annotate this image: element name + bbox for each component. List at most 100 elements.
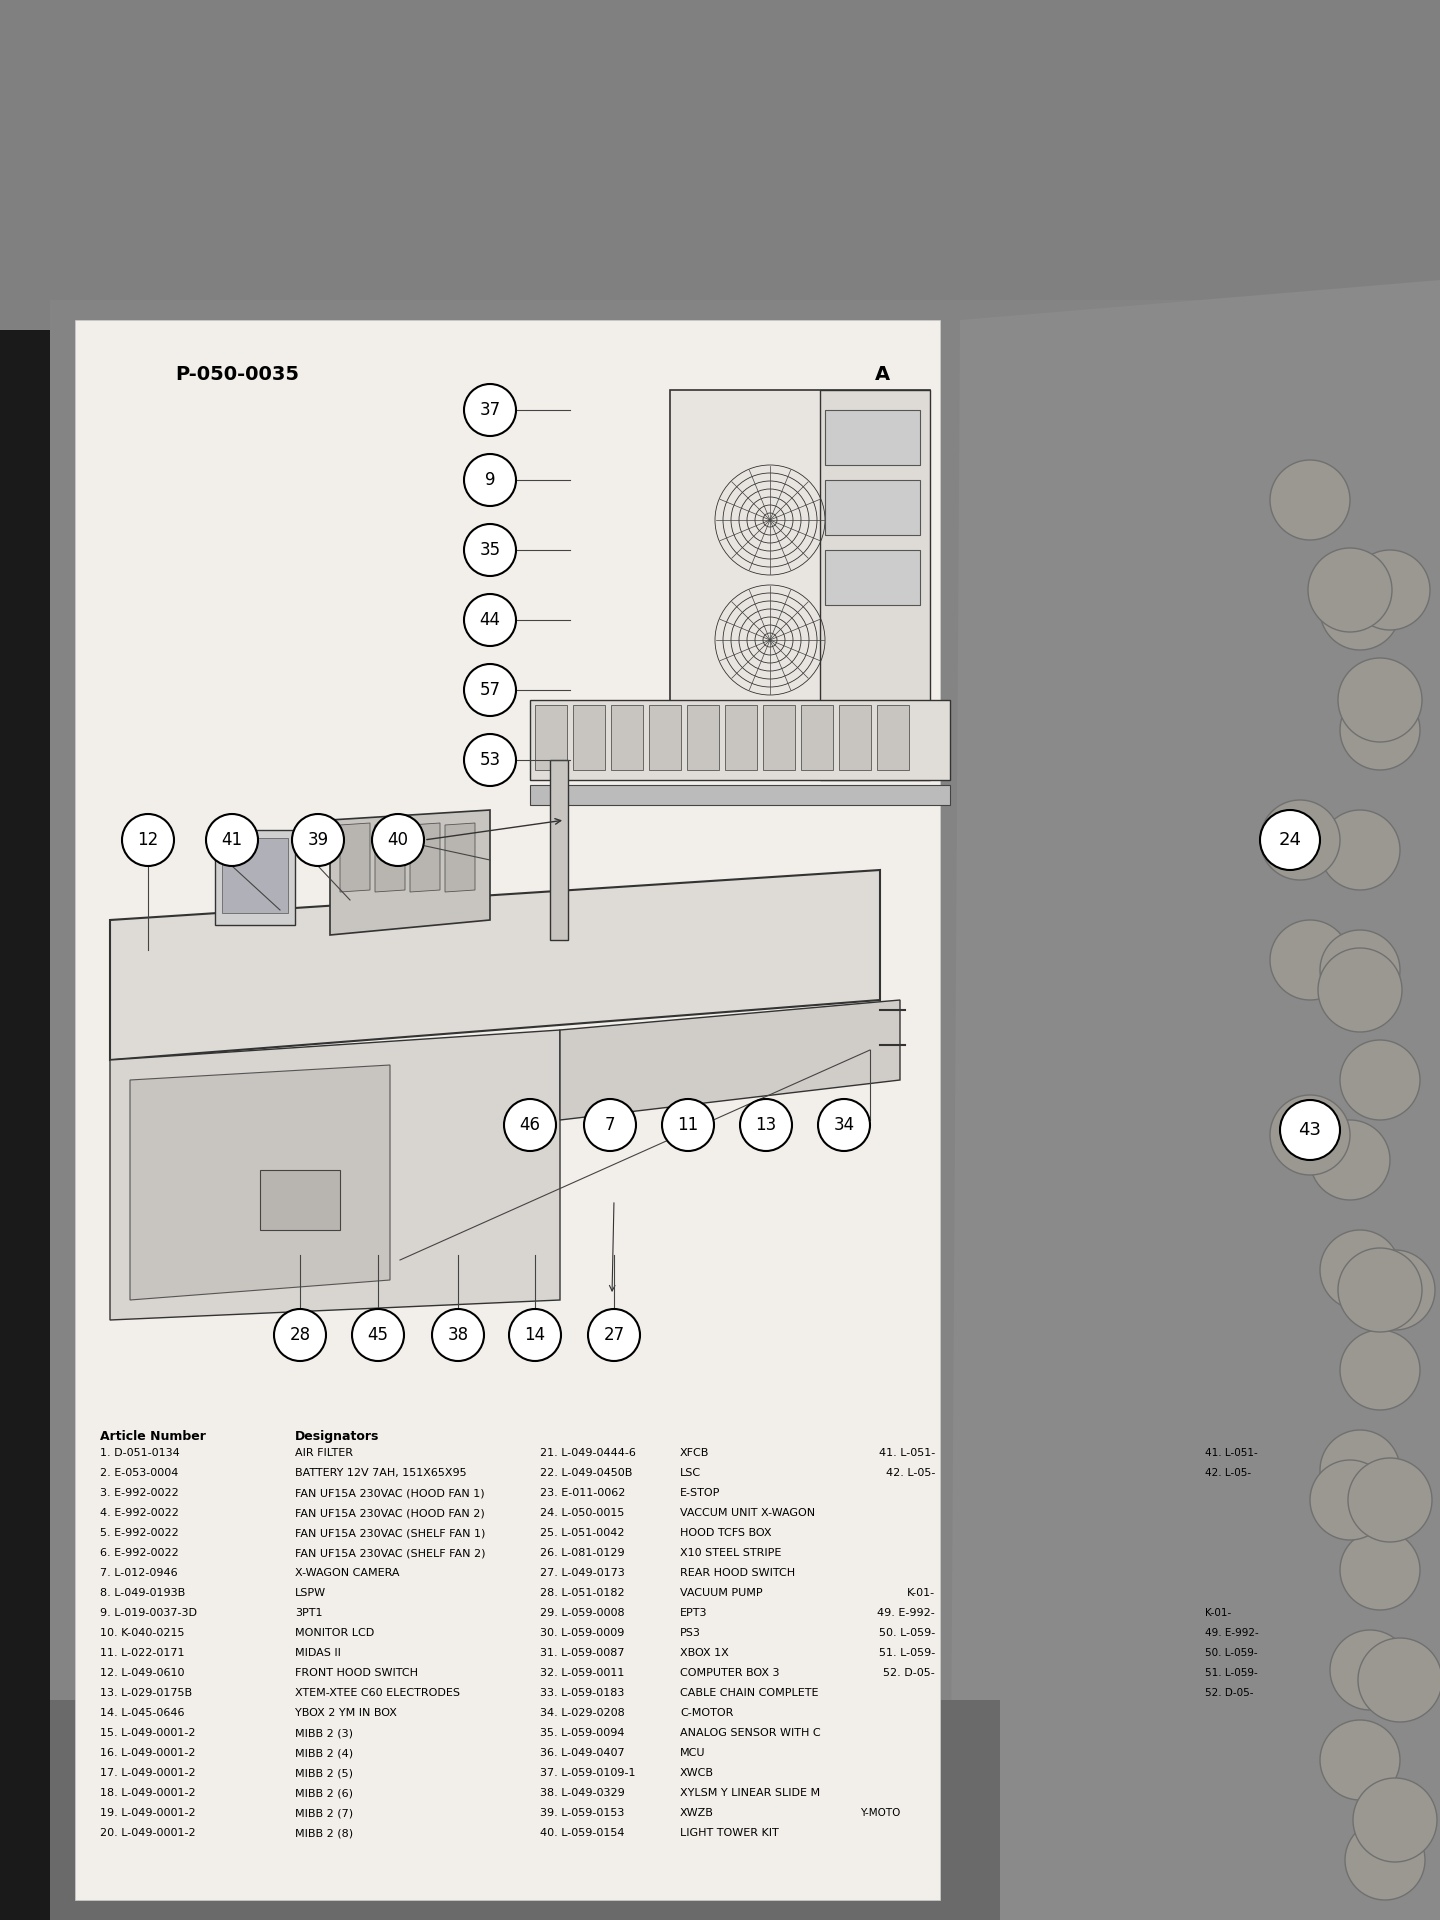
Text: 35: 35 (480, 541, 501, 559)
Text: 4. E-992-0022: 4. E-992-0022 (99, 1507, 179, 1519)
Text: Designators: Designators (295, 1430, 379, 1444)
Text: 5. E-992-0022: 5. E-992-0022 (99, 1528, 179, 1538)
Circle shape (1358, 1638, 1440, 1722)
Text: 18. L-049-0001-2: 18. L-049-0001-2 (99, 1788, 196, 1797)
Circle shape (464, 733, 516, 785)
Text: FRONT HOOD SWITCH: FRONT HOOD SWITCH (295, 1668, 418, 1678)
Circle shape (1260, 801, 1341, 879)
Text: MIBB 2 (5): MIBB 2 (5) (295, 1768, 353, 1778)
Text: 15. L-049-0001-2: 15. L-049-0001-2 (99, 1728, 196, 1738)
Text: 22. L-049-0450B: 22. L-049-0450B (540, 1469, 632, 1478)
Text: AIR FILTER: AIR FILTER (295, 1448, 353, 1457)
Text: FAN UF15A 230VAC (SHELF FAN 2): FAN UF15A 230VAC (SHELF FAN 2) (295, 1548, 485, 1557)
Text: 51. L-059-: 51. L-059- (878, 1647, 935, 1659)
Text: 27: 27 (603, 1327, 625, 1344)
Text: 37. L-059-0109-1: 37. L-059-0109-1 (540, 1768, 635, 1778)
Circle shape (662, 1098, 714, 1150)
Text: MIBB 2 (6): MIBB 2 (6) (295, 1788, 353, 1797)
Text: 21. L-049-0444-6: 21. L-049-0444-6 (540, 1448, 636, 1457)
Circle shape (432, 1309, 484, 1361)
Text: 11. L-022-0171: 11. L-022-0171 (99, 1647, 184, 1659)
Text: 25. L-051-0042: 25. L-051-0042 (540, 1528, 625, 1538)
Bar (825, 411, 920, 465)
Text: VACUUM PUMP: VACUUM PUMP (680, 1588, 763, 1597)
Text: EPT3: EPT3 (680, 1609, 707, 1619)
Polygon shape (374, 824, 405, 893)
Text: 57: 57 (480, 682, 501, 699)
Text: 24: 24 (1279, 831, 1302, 849)
Circle shape (1345, 1820, 1426, 1901)
Text: 13: 13 (756, 1116, 776, 1135)
Bar (611, 705, 644, 770)
Text: XFCB: XFCB (680, 1448, 710, 1457)
Circle shape (1331, 1630, 1410, 1711)
Circle shape (1341, 1331, 1420, 1409)
Text: FAN UF15A 230VAC (HOOD FAN 2): FAN UF15A 230VAC (HOOD FAN 2) (295, 1507, 485, 1519)
Text: MIBB 2 (8): MIBB 2 (8) (295, 1828, 353, 1837)
Text: 23. E-011-0062: 23. E-011-0062 (540, 1488, 625, 1498)
Bar (573, 705, 605, 770)
Polygon shape (560, 1000, 900, 1119)
Text: C-MOTOR: C-MOTOR (680, 1709, 733, 1718)
Bar (840, 705, 871, 770)
Text: 52. D-05-: 52. D-05- (883, 1668, 935, 1678)
Circle shape (588, 1309, 639, 1361)
Text: 40: 40 (387, 831, 409, 849)
Text: 2. E-053-0004: 2. E-053-0004 (99, 1469, 179, 1478)
Text: PS3: PS3 (680, 1628, 701, 1638)
Bar (50, 1699, 999, 1920)
Text: 35. L-059-0094: 35. L-059-0094 (540, 1728, 625, 1738)
Text: 29. L-059-0008: 29. L-059-0008 (540, 1609, 625, 1619)
Text: MIDAS II: MIDAS II (295, 1647, 341, 1659)
Text: P-050-0035: P-050-0035 (176, 365, 300, 384)
Polygon shape (130, 1066, 390, 1300)
Text: 41. L-051-: 41. L-051- (1205, 1448, 1257, 1457)
Circle shape (1270, 461, 1351, 540)
Text: 38. L-049-0329: 38. L-049-0329 (540, 1788, 625, 1797)
Text: 3PT1: 3PT1 (295, 1609, 323, 1619)
Text: 17. L-049-0001-2: 17. L-049-0001-2 (99, 1768, 196, 1778)
Polygon shape (445, 824, 475, 893)
Text: 40. L-059-0154: 40. L-059-0154 (540, 1828, 625, 1837)
Bar (261, 1169, 340, 1231)
Text: XWZB: XWZB (680, 1809, 714, 1818)
Bar (550, 760, 567, 941)
Circle shape (206, 814, 258, 866)
Circle shape (1320, 1430, 1400, 1509)
Text: ANALOG SENSOR WITH C: ANALOG SENSOR WITH C (680, 1728, 821, 1738)
Text: 20. L-049-0001-2: 20. L-049-0001-2 (99, 1828, 196, 1837)
Text: 1. D-051-0134: 1. D-051-0134 (99, 1448, 180, 1457)
Text: 31. L-059-0087: 31. L-059-0087 (540, 1647, 625, 1659)
Text: 32. L-059-0011: 32. L-059-0011 (540, 1668, 625, 1678)
Circle shape (1338, 1248, 1423, 1332)
Text: 45: 45 (367, 1327, 389, 1344)
Text: 49. E-992-: 49. E-992- (1205, 1628, 1259, 1638)
Text: 28. L-051-0182: 28. L-051-0182 (540, 1588, 625, 1597)
Text: BATTERY 12V 7AH, 151X65X95: BATTERY 12V 7AH, 151X65X95 (295, 1469, 467, 1478)
Text: 19. L-049-0001-2: 19. L-049-0001-2 (99, 1809, 196, 1818)
Text: 26. L-081-0129: 26. L-081-0129 (540, 1548, 625, 1557)
Polygon shape (340, 824, 370, 893)
Text: HOOD TCFS BOX: HOOD TCFS BOX (680, 1528, 772, 1538)
Bar (825, 480, 920, 536)
Text: 50. L-059-: 50. L-059- (878, 1628, 935, 1638)
Text: 34. L-029-0208: 34. L-029-0208 (540, 1709, 625, 1718)
Circle shape (1320, 570, 1400, 651)
Text: REAR HOOD SWITCH: REAR HOOD SWITCH (680, 1569, 795, 1578)
Circle shape (1351, 549, 1430, 630)
Text: K-01-: K-01- (1205, 1609, 1231, 1619)
Bar (724, 705, 757, 770)
Polygon shape (330, 810, 490, 935)
Circle shape (818, 1098, 870, 1150)
Circle shape (464, 384, 516, 436)
Text: X10 STEEL STRIPE: X10 STEEL STRIPE (680, 1548, 782, 1557)
Text: XYLSM Y LINEAR SLIDE M: XYLSM Y LINEAR SLIDE M (680, 1788, 821, 1797)
Bar (50, 300, 1351, 1920)
Text: MONITOR LCD: MONITOR LCD (295, 1628, 374, 1638)
Text: 42. L-05-: 42. L-05- (886, 1469, 935, 1478)
Bar (763, 705, 795, 770)
Circle shape (740, 1098, 792, 1150)
Text: 24. L-050-0015: 24. L-050-0015 (540, 1507, 625, 1519)
Text: 37: 37 (480, 401, 501, 419)
Text: 14: 14 (524, 1327, 546, 1344)
